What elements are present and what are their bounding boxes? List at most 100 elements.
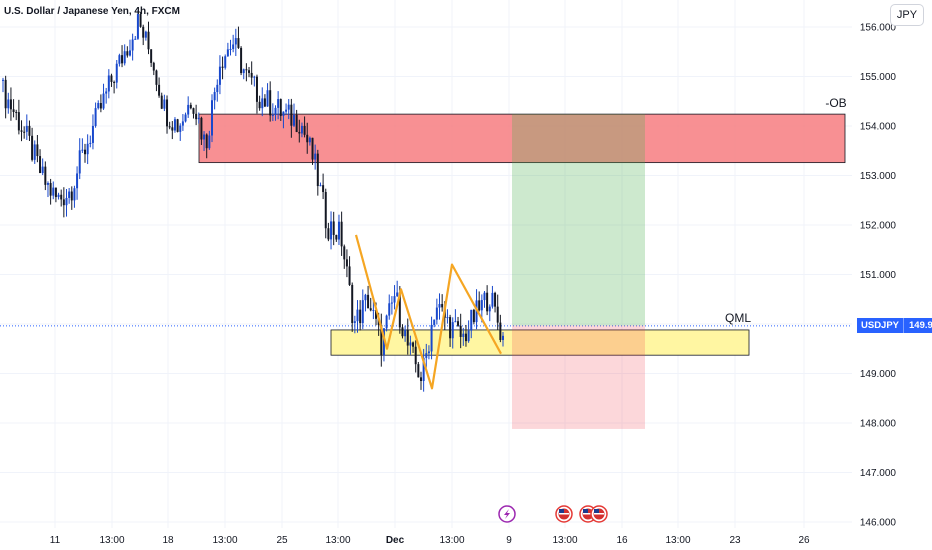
candle-body: [2, 79, 4, 81]
y-tick-label: 146.000: [860, 518, 897, 529]
candle-body: [398, 292, 401, 328]
candle-body: [248, 70, 251, 73]
candle-body: [419, 377, 422, 381]
candle-body: [433, 319, 436, 325]
qml-zone: [330, 329, 750, 356]
x-tick-label: 23: [729, 535, 741, 546]
position-loss-zone: [512, 325, 645, 429]
candle-body: [168, 126, 171, 128]
candle-body: [425, 353, 428, 358]
candle-body: [12, 109, 15, 112]
candle-body: [335, 234, 338, 240]
candle-body: [345, 259, 348, 267]
candle-body: [226, 49, 229, 57]
candle-body: [25, 125, 28, 132]
x-tick-label: 13:00: [212, 535, 237, 546]
candle-body: [89, 142, 92, 144]
candle-body: [322, 185, 325, 193]
candle-body: [97, 103, 100, 109]
candle-body: [181, 121, 184, 126]
candle-body: [412, 342, 415, 347]
candle-body: [348, 266, 351, 285]
candle-body: [449, 317, 452, 339]
candle-body: [494, 292, 497, 307]
candle-body: [62, 199, 65, 206]
candle-body: [166, 99, 169, 127]
candle-body: [216, 84, 219, 93]
us-flag-event-icon: [590, 505, 608, 523]
candle-body: [388, 303, 391, 316]
candle-body: [271, 114, 274, 116]
candle-body: [282, 111, 285, 116]
candle-body: [314, 153, 317, 160]
candle-body: [430, 324, 433, 352]
candle-body: [300, 125, 303, 134]
candle-body: [417, 364, 420, 378]
candle-body: [94, 108, 97, 126]
candle-body: [107, 75, 110, 92]
lightning-event-icon: [498, 505, 516, 523]
candle-body: [269, 90, 272, 116]
candle-body: [343, 246, 346, 260]
candle-body: [102, 93, 105, 109]
candle-body: [36, 144, 39, 157]
candle-body: [126, 51, 129, 56]
candle-body: [28, 125, 31, 136]
candle-body: [208, 135, 211, 149]
candle-body: [234, 38, 237, 45]
candle-body: [274, 107, 277, 115]
candle-body: [261, 98, 264, 109]
candle-body: [438, 304, 441, 308]
candle-body: [240, 47, 243, 74]
candle-body: [9, 99, 12, 110]
candle-body: [200, 117, 203, 140]
candle-body: [136, 14, 139, 39]
candle-body: [308, 137, 311, 143]
candle-body: [44, 166, 47, 185]
candle-body: [472, 309, 475, 323]
candle-body: [15, 111, 18, 113]
candle-body: [364, 294, 367, 301]
candle-body: [39, 156, 42, 174]
swing-pattern: [354, 234, 502, 390]
x-tick-label: 16: [616, 535, 628, 546]
candle-body: [70, 191, 73, 201]
candle-body: [52, 187, 55, 196]
candle-body: [311, 137, 314, 160]
candle-body: [179, 125, 182, 132]
candle-body: [20, 130, 23, 132]
ob-label: -OB: [825, 96, 846, 110]
candle-body: [385, 315, 388, 329]
candle-body: [361, 300, 364, 324]
candle-body: [184, 114, 187, 122]
candle-body: [330, 221, 333, 240]
y-tick-label: 155.000: [860, 72, 897, 83]
candle-body: [17, 112, 20, 131]
candle-body: [224, 56, 227, 68]
candle-body: [205, 134, 208, 149]
candle-body: [171, 127, 174, 131]
candle-body: [287, 104, 290, 110]
candle-body: [23, 131, 26, 133]
flag-canton: [559, 509, 564, 513]
flag-canton: [594, 509, 599, 513]
candle-body: [337, 221, 340, 240]
candle-body: [414, 346, 417, 365]
swing-pattern-line: [354, 234, 502, 390]
candle-body: [277, 99, 280, 108]
candle-body: [195, 113, 198, 120]
candle-body: [359, 309, 362, 324]
candle-body: [285, 109, 288, 112]
candle-body: [65, 197, 68, 206]
candle-body: [192, 108, 195, 114]
candle-body: [290, 104, 293, 126]
candle-body: [139, 14, 142, 27]
candle-body: [404, 329, 407, 337]
candle-body: [316, 153, 319, 187]
x-tick-label: 11: [50, 535, 61, 546]
candle-body: [340, 221, 343, 247]
candle-body: [121, 55, 124, 64]
currency-button[interactable]: JPY: [890, 4, 924, 26]
candle-body: [173, 119, 176, 131]
